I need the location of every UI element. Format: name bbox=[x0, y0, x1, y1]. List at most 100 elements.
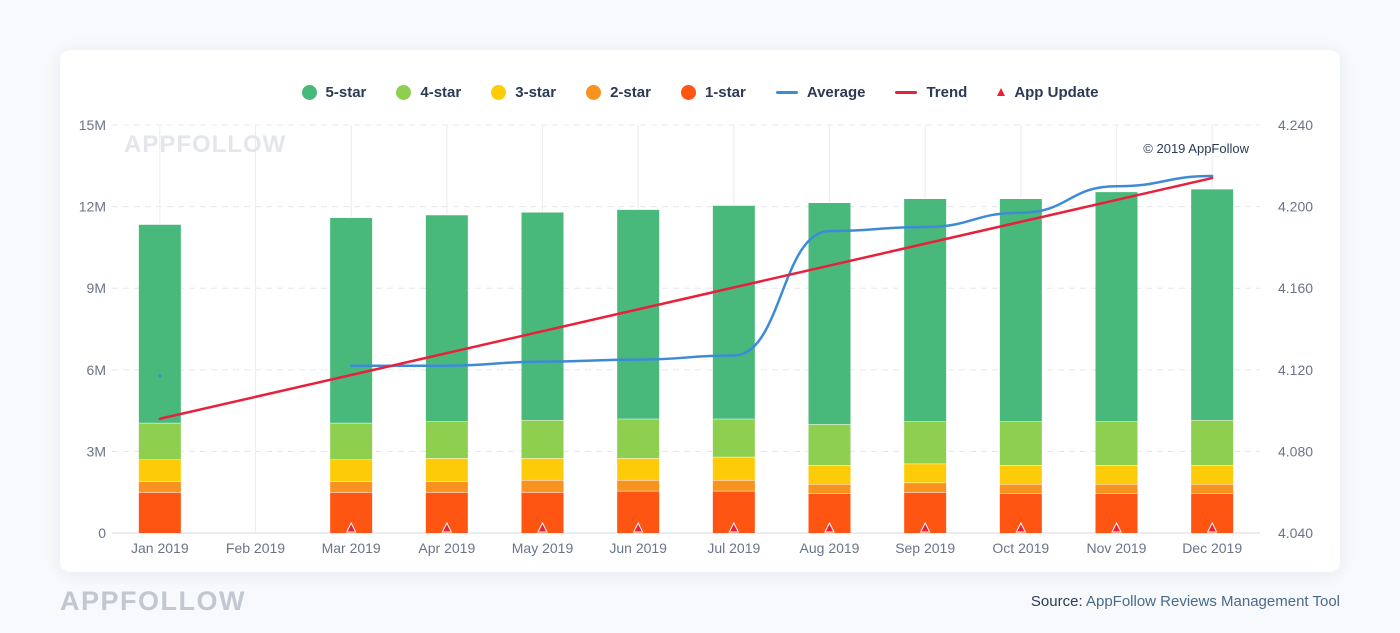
bar-segment-5-star bbox=[330, 217, 373, 423]
x-tick-label: Jun 2019 bbox=[609, 540, 667, 556]
y-left-tick-label: 12M bbox=[79, 199, 106, 215]
bar-segment-5-star bbox=[521, 212, 564, 421]
y-right-tick-label: 4.080 bbox=[1278, 443, 1313, 459]
bar-segment-5-star bbox=[617, 209, 660, 419]
app-update-marker bbox=[441, 521, 453, 533]
bar-segment-4-star bbox=[1095, 421, 1138, 465]
bar-segment-3-star bbox=[425, 458, 468, 482]
y-right-tick-label: 4.040 bbox=[1278, 525, 1313, 541]
legend-item-5-star[interactable]: 5-star bbox=[301, 83, 367, 101]
bar-segment-4-star bbox=[521, 420, 564, 459]
bar-segment-2-star bbox=[904, 482, 947, 493]
app-update-marker bbox=[728, 521, 740, 533]
legend-label: 3-star bbox=[515, 83, 557, 101]
y-right-tick-label: 4.200 bbox=[1278, 199, 1313, 215]
x-tick-label: Feb 2019 bbox=[226, 540, 285, 556]
bar-segment-2-star bbox=[999, 484, 1042, 494]
footer-source: Source: AppFollow Reviews Management Too… bbox=[1031, 593, 1340, 610]
chart-legend: 5-star 4-star 3-star 2-star 1-star Average Tre… bbox=[0, 80, 1400, 104]
app-update-marker bbox=[537, 521, 548, 533]
app-update-marker bbox=[632, 521, 644, 533]
bar-segment-5-star bbox=[1095, 191, 1138, 422]
legend-label: 2-star bbox=[610, 83, 651, 101]
legend-label: 4-star bbox=[420, 83, 462, 101]
legend-item-1-star[interactable]: 1-star bbox=[680, 83, 746, 101]
bar-segment-2-star bbox=[1095, 484, 1138, 494]
legend-label: 5-star bbox=[325, 83, 367, 101]
bar-segment-3-star bbox=[1191, 465, 1234, 485]
legend-swatch bbox=[396, 84, 412, 100]
legend-item-3-star[interactable]: 3-star bbox=[491, 84, 556, 101]
x-tick-label: Aug 2019 bbox=[800, 540, 860, 556]
bar-segment-1-star bbox=[138, 492, 181, 533]
bar-segment-3-star bbox=[138, 459, 181, 482]
y-left-tick-label: 3M bbox=[87, 443, 106, 459]
bar-segment-3-star bbox=[1095, 465, 1138, 485]
bar-segment-4-star bbox=[712, 418, 755, 457]
bar-segment-5-star bbox=[808, 202, 851, 425]
app-update-marker bbox=[1206, 521, 1218, 533]
legend-label: App Update bbox=[1014, 83, 1099, 101]
average-point bbox=[158, 374, 162, 378]
bar-segment-5-star bbox=[999, 198, 1042, 422]
legend-label: 1-star bbox=[704, 83, 746, 101]
y-left-tick-label: 15M bbox=[79, 117, 106, 133]
legend-swatch bbox=[997, 88, 1006, 96]
legend-item-2-star[interactable]: 2-star bbox=[586, 84, 651, 101]
legend-item-average[interactable]: Average bbox=[775, 83, 866, 101]
chart-watermark: APPFOLLOW bbox=[124, 131, 286, 158]
legend-label: Average bbox=[806, 83, 866, 101]
legend-item-app-update[interactable]: App Update bbox=[997, 84, 1098, 101]
legend-swatch bbox=[586, 84, 602, 100]
bar-segment-5-star bbox=[904, 198, 947, 422]
bar-segment-4-star bbox=[330, 422, 373, 460]
bar-segment-4-star bbox=[617, 418, 660, 459]
legend-swatch bbox=[301, 84, 317, 100]
app-update-marker bbox=[1015, 521, 1027, 533]
bar-segment-5-star bbox=[712, 205, 755, 419]
y-right-tick-label: 4.240 bbox=[1278, 117, 1313, 133]
legend-item-4-star[interactable]: 4-star bbox=[396, 84, 461, 101]
x-tick-label: Mar 2019 bbox=[322, 540, 381, 556]
app-update-marker bbox=[824, 521, 835, 533]
bar-segment-3-star bbox=[617, 458, 660, 480]
bar-segment-3-star bbox=[999, 465, 1042, 485]
source-text[interactable]: AppFollow Reviews Management Tool bbox=[1085, 593, 1340, 610]
y-right-tick-label: 4.160 bbox=[1278, 280, 1313, 296]
legend-item-trend[interactable]: Trend bbox=[895, 84, 967, 101]
chart-copyright: © 2019 AppFollow bbox=[1143, 141, 1249, 156]
y-left-tick-label: 9M bbox=[87, 280, 106, 296]
x-tick-label: May 2019 bbox=[512, 540, 574, 556]
bar-segment-4-star bbox=[425, 421, 468, 459]
x-tick-label: Nov 2019 bbox=[1087, 540, 1147, 556]
bar-segment-4-star bbox=[1191, 420, 1234, 465]
bar-segment-2-star bbox=[138, 481, 181, 493]
bar-segment-4-star bbox=[999, 421, 1042, 465]
legend-swatch bbox=[895, 90, 918, 94]
bar-segment-4-star bbox=[904, 421, 947, 464]
app-update-marker bbox=[1111, 521, 1122, 533]
bar-segment-2-star bbox=[808, 484, 851, 494]
x-tick-label: Sep 2019 bbox=[895, 540, 955, 556]
bar-segment-5-star bbox=[1191, 188, 1234, 421]
bar-segment-4-star bbox=[138, 422, 181, 460]
bar-segment-3-star bbox=[521, 458, 564, 480]
bar-segment-2-star bbox=[617, 479, 660, 491]
bar-segment-3-star bbox=[712, 456, 755, 480]
y-right-tick-label: 4.120 bbox=[1278, 362, 1313, 378]
bar-segment-5-star bbox=[138, 224, 181, 423]
trend-line bbox=[158, 176, 1214, 421]
bar-segment-2-star bbox=[425, 481, 468, 493]
bar-segment-5-star bbox=[425, 214, 468, 422]
y-left-tick-label: 0 bbox=[98, 525, 106, 541]
bar-segment-2-star bbox=[521, 479, 564, 493]
bar-segment-3-star bbox=[808, 465, 851, 485]
app-update-marker bbox=[919, 521, 931, 533]
legend-swatch bbox=[491, 84, 507, 100]
x-tick-label: Jan 2019 bbox=[131, 540, 189, 556]
bar-segment-2-star bbox=[712, 479, 755, 491]
bar-segment-2-star bbox=[330, 481, 373, 493]
bar-segment-2-star bbox=[1191, 484, 1234, 494]
bar-segment-3-star bbox=[330, 459, 373, 482]
